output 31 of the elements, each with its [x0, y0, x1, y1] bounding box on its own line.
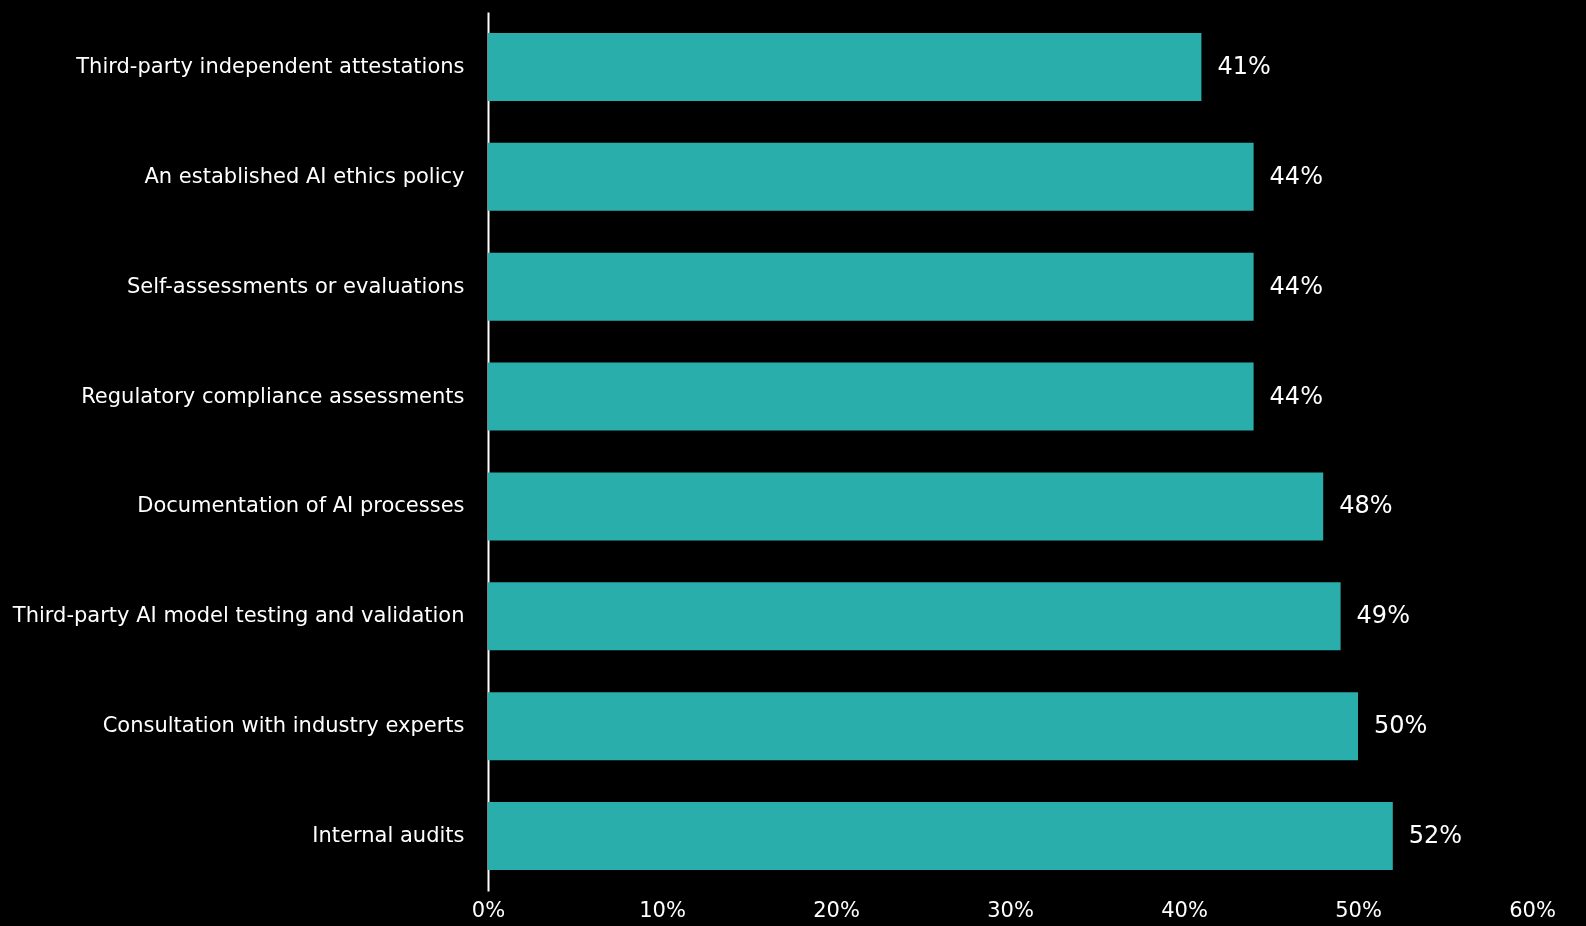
- y-tick-label: Regulatory compliance assessments: [81, 383, 465, 408]
- y-tick-label: Documentation of AI processes: [137, 493, 465, 518]
- bar: [488, 252, 1254, 321]
- y-tick-label: Internal audits: [312, 823, 465, 848]
- data-label: 41%: [1217, 51, 1271, 80]
- bar: [488, 362, 1254, 431]
- x-tick-label: 30%: [987, 897, 1034, 922]
- bar: [488, 472, 1324, 541]
- bar: [488, 142, 1254, 211]
- y-tick-label: Third-party AI model testing and validation: [11, 603, 465, 628]
- y-tick-label: Consultation with industry experts: [102, 713, 465, 738]
- data-label: 44%: [1269, 161, 1323, 190]
- data-label: 44%: [1269, 381, 1323, 410]
- x-tick-label: 50%: [1335, 897, 1382, 922]
- bar: [488, 802, 1393, 871]
- bar: [488, 32, 1202, 101]
- y-tick-label: An established AI ethics policy: [144, 163, 465, 188]
- data-label: 52%: [1408, 821, 1463, 850]
- x-tick-label: 10%: [639, 897, 686, 922]
- x-tick-label: 40%: [1161, 897, 1208, 922]
- data-label: 48%: [1339, 491, 1393, 520]
- y-tick-label: Third-party independent attestations: [75, 53, 465, 78]
- x-tick-label: 60%: [1509, 897, 1556, 922]
- x-tick-label: 20%: [813, 897, 860, 922]
- data-label: 50%: [1374, 711, 1428, 740]
- x-tick-label: 0%: [471, 897, 506, 922]
- y-tick-label: Self-assessments or evaluations: [126, 273, 465, 298]
- data-label: 49%: [1356, 601, 1410, 630]
- bar: [488, 692, 1358, 761]
- bar: [488, 582, 1341, 651]
- data-label: 44%: [1269, 271, 1323, 300]
